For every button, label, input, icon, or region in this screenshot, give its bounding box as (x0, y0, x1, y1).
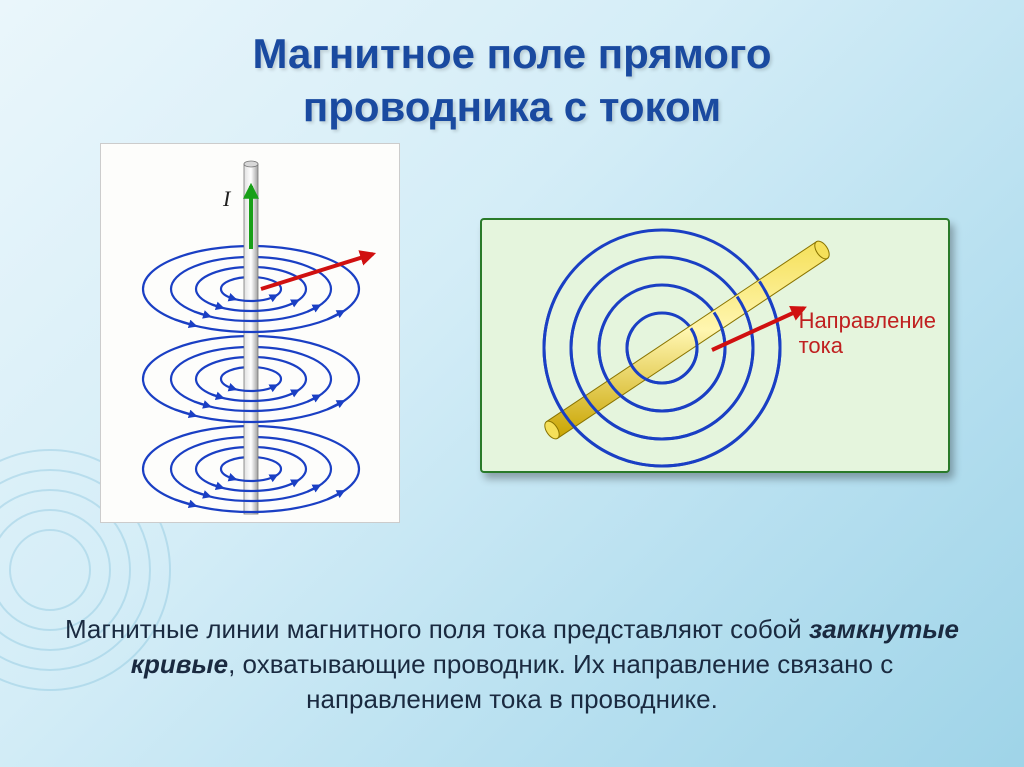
title-line2: проводника с током (303, 83, 721, 130)
page-title: Магнитное поле прямого проводника с токо… (0, 0, 1024, 133)
title-line1: Магнитное поле прямого (252, 30, 771, 77)
right-label-line2: тока (799, 333, 843, 358)
current-label-I: I (223, 186, 230, 212)
left-svg (101, 144, 401, 524)
current-direction-label: Направление тока (799, 308, 936, 359)
caption-part1: Магнитные линии магнитного поля тока пре… (65, 614, 809, 644)
right-label-line1: Направление (799, 308, 936, 333)
caption-part2: , охватывающие проводник. Их направление… (228, 649, 893, 714)
figure-vertical-conductor: I (100, 143, 400, 523)
figure-angled-conductor: Направление тока (480, 218, 950, 473)
caption-text: Магнитные линии магнитного поля тока пре… (40, 612, 984, 717)
figures-row: I Направление тока (0, 133, 1024, 553)
